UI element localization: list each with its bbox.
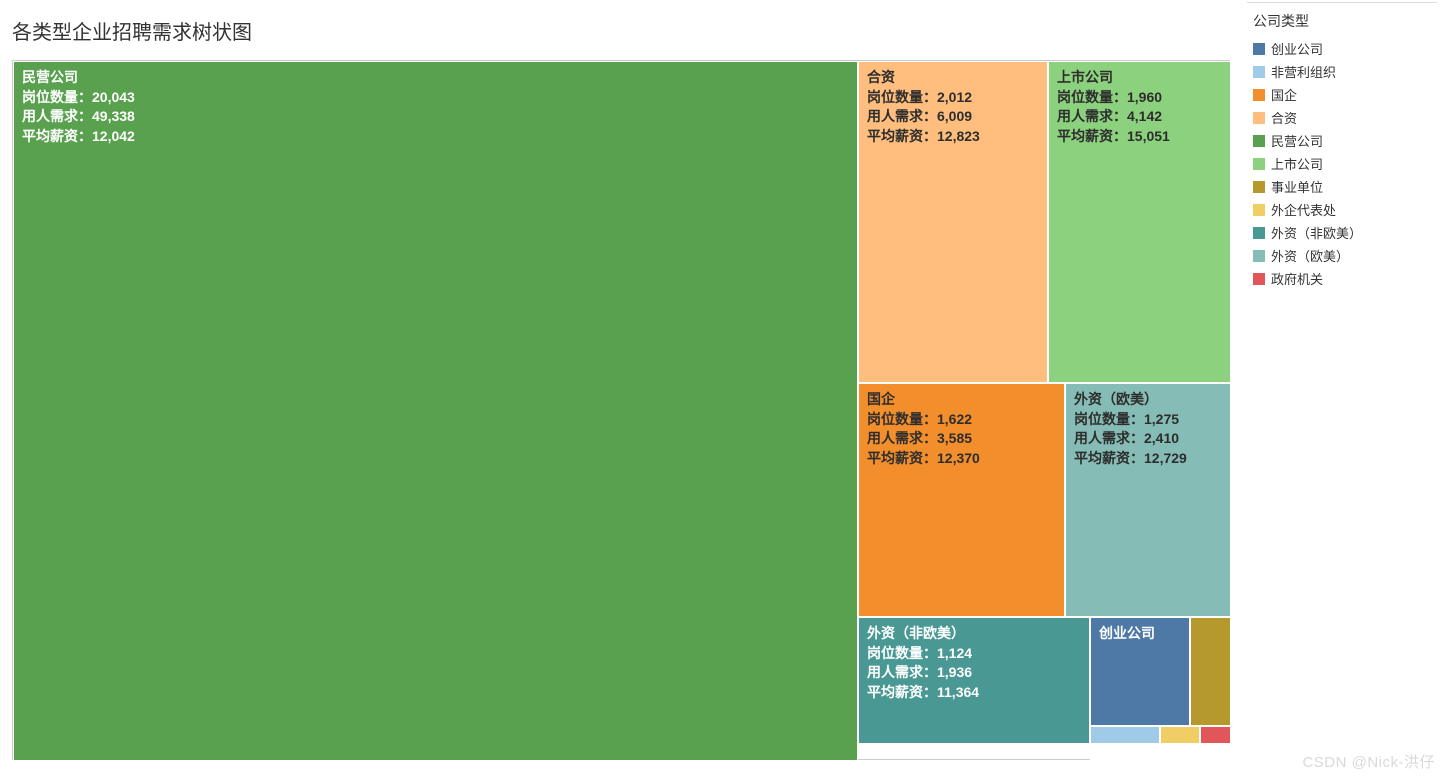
cell-name: 外资（非欧美） [867,624,1081,644]
treemap-cell-zhengfu[interactable] [1200,726,1231,744]
legend-divider [1247,2,1437,3]
cell-salary: 平均薪资：12,729 [1074,449,1222,469]
legend-swatch [1253,227,1265,239]
legend-swatch [1253,43,1265,55]
legend-swatch [1253,204,1265,216]
cell-positions: 岗位数量：1,622 [867,410,1056,430]
legend-swatch [1253,158,1265,170]
legend-swatch [1253,181,1265,193]
legend-item[interactable]: 国企 [1247,83,1437,106]
cell-salary: 平均薪资：11,364 [867,683,1081,703]
cell-salary: 平均薪资：12,370 [867,449,1056,469]
cell-positions: 岗位数量：20,043 [22,88,849,108]
legend-swatch [1253,112,1265,124]
cell-positions: 岗位数量：2,012 [867,88,1039,108]
legend-swatch [1253,89,1265,101]
treemap-cell-guoqi[interactable]: 国企岗位数量：1,622用人需求：3,585平均薪资：12,370 [858,383,1065,617]
legend-label: 非营利组织 [1271,62,1336,81]
legend-label: 民营公司 [1271,131,1323,150]
legend-swatch [1253,135,1265,147]
legend-item[interactable]: 合资 [1247,106,1437,129]
legend-label: 政府机关 [1271,269,1323,288]
legend-item[interactable]: 政府机关 [1247,267,1437,290]
legend-label: 上市公司 [1271,154,1323,173]
chart-title: 各类型企业招聘需求树状图 [12,16,252,45]
legend-item[interactable]: 非营利组织 [1247,60,1437,83]
legend-item[interactable]: 民营公司 [1247,129,1437,152]
cell-name: 上市公司 [1057,68,1222,88]
cell-name: 合资 [867,68,1039,88]
legend-swatch [1253,273,1265,285]
legend-swatch [1253,66,1265,78]
treemap-cell-waizi_fom[interactable]: 外资（非欧美）岗位数量：1,124用人需求：1,936平均薪资：11,364 [858,617,1090,744]
treemap-chart: 民营公司岗位数量：20,043用人需求：49,338平均薪资：12,042合资岗… [12,60,1230,760]
treemap-cell-waizi_om[interactable]: 外资（欧美）岗位数量：1,275用人需求：2,410平均薪资：12,729 [1065,383,1231,617]
cell-salary: 平均薪资：15,051 [1057,127,1222,147]
legend: 公司类型 创业公司非营利组织国企合资民营公司上市公司事业单位外企代表处外资（非欧… [1247,2,1437,290]
cell-positions: 岗位数量：1,960 [1057,88,1222,108]
legend-label: 外企代表处 [1271,200,1336,219]
cell-name: 国企 [867,390,1056,410]
treemap-cell-shangshi[interactable]: 上市公司岗位数量：1,960用人需求：4,142平均薪资：15,051 [1048,61,1231,383]
treemap-cell-blank[interactable] [1090,744,1231,761]
cell-positions: 岗位数量：1,124 [867,644,1081,664]
legend-label: 创业公司 [1271,39,1323,58]
cell-demand: 用人需求：3,585 [867,429,1056,449]
treemap-cell-feiyingli[interactable] [1090,726,1160,744]
legend-item[interactable]: 外资（欧美） [1247,244,1437,267]
cell-demand: 用人需求：6,009 [867,107,1039,127]
cell-salary: 平均薪资：12,042 [22,127,849,147]
legend-title: 公司类型 [1247,7,1437,37]
treemap-cell-waiqi_db[interactable] [1160,726,1200,744]
treemap-cell-chuangye[interactable]: 创业公司 [1090,617,1190,726]
treemap-cell-hezi[interactable]: 合资岗位数量：2,012用人需求：6,009平均薪资：12,823 [858,61,1048,383]
legend-item[interactable]: 外资（非欧美） [1247,221,1437,244]
legend-label: 事业单位 [1271,177,1323,196]
cell-name: 创业公司 [1099,624,1181,644]
cell-demand: 用人需求：4,142 [1057,107,1222,127]
cell-demand: 用人需求：2,410 [1074,429,1222,449]
cell-positions: 岗位数量：1,275 [1074,410,1222,430]
legend-swatch [1253,250,1265,262]
legend-label: 外资（欧美） [1271,246,1349,265]
cell-name: 民营公司 [22,68,849,88]
cell-demand: 用人需求：49,338 [22,107,849,127]
cell-name: 外资（欧美） [1074,390,1222,410]
legend-item[interactable]: 创业公司 [1247,37,1437,60]
legend-label: 外资（非欧美） [1271,223,1362,242]
cell-demand: 用人需求：1,936 [867,663,1081,683]
cell-salary: 平均薪资：12,823 [867,127,1039,147]
legend-label: 合资 [1271,108,1297,127]
legend-item[interactable]: 事业单位 [1247,175,1437,198]
treemap-cell-shiye[interactable] [1190,617,1231,726]
watermark: CSDN @Nick-洪仔 [1302,751,1435,772]
legend-item[interactable]: 上市公司 [1247,152,1437,175]
treemap-cell-minying[interactable]: 民营公司岗位数量：20,043用人需求：49,338平均薪资：12,042 [13,61,858,761]
legend-label: 国企 [1271,85,1297,104]
legend-item[interactable]: 外企代表处 [1247,198,1437,221]
